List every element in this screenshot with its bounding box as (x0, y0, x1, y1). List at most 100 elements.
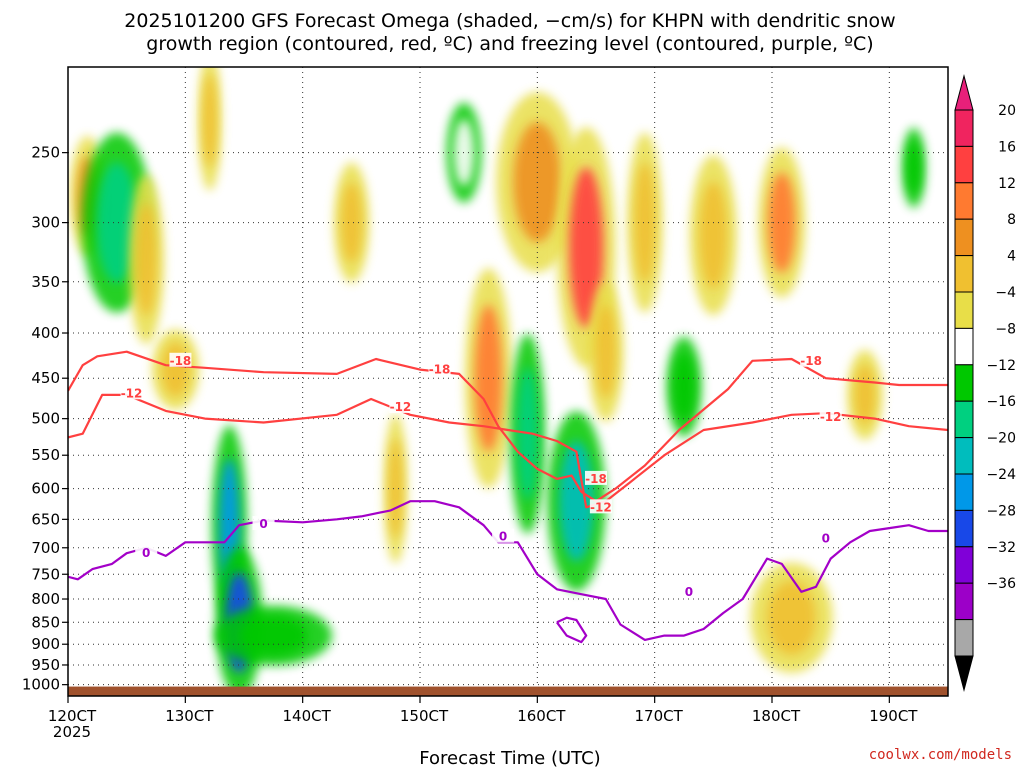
omega-core-22 (854, 364, 876, 425)
omega-core-17 (634, 162, 656, 283)
y-tick-label-450: 450 (31, 369, 60, 387)
colorbar-label-0: 20 (998, 103, 1016, 119)
omega-core-3 (161, 342, 190, 397)
y-tick-label-550: 550 (31, 446, 60, 464)
colorbar-label-12: −32 (986, 540, 1016, 556)
x-axis: 120CT 130CT 140CT 150CT 160CT 170CT 180CT 190CT (48, 696, 918, 725)
y-tick-label-900: 900 (31, 635, 60, 653)
contour-label-bg--18-1 (428, 361, 451, 376)
colorbar-label-3: 8 (1007, 212, 1016, 228)
omega-core-20 (768, 172, 796, 273)
colorbar-label-7: −12 (986, 358, 1016, 374)
y-tick-label-650: 650 (31, 510, 60, 528)
colorbar-label-5: −4 (995, 285, 1016, 301)
credit-label: coolwx.com/models (869, 747, 1012, 763)
contour-label--18-0: -18 (170, 354, 192, 368)
colorbar-label-2: 12 (998, 176, 1016, 192)
colorbar-bin-13 (954, 582, 974, 621)
contour-label-bg-0-4 (814, 530, 837, 545)
colorbar-top-arrow (954, 74, 974, 111)
contour-label--12-0: -12 (121, 386, 143, 400)
colorbar-label-6: −8 (995, 321, 1016, 337)
x-tick-label-7: 190CT (869, 707, 918, 725)
contour-label-bg--12-2 (589, 499, 612, 514)
colorbar-bin-8 (954, 400, 974, 439)
contour-label-bg-0-0 (135, 545, 158, 560)
y-tick-label-300: 300 (31, 214, 60, 232)
colorbar-bin-5 (954, 291, 974, 329)
contour-label--18-2: -18 (585, 472, 607, 486)
contour-label-bg--12-1 (389, 398, 412, 413)
y-tick-label-500: 500 (31, 410, 60, 428)
grid-lines (68, 67, 948, 696)
contour-label-bg--18-3 (800, 352, 823, 367)
contour--12 (68, 393, 948, 509)
contour-label-0-0: 0 (142, 546, 150, 560)
omega-core-14 (559, 441, 594, 562)
colorbar-label-9: −20 (986, 431, 1016, 447)
omega-core-7 (239, 615, 308, 656)
chart-title-line-1: 2025101200 GFS Forecast Omega (shaded, −… (124, 10, 895, 32)
contour-lines: -18 -18 -18 -18 -12 -12 -12 -12 0 0 0 0 0 (68, 350, 948, 644)
y-axis: 250 300 350 400 450 500 550 600 650 700 750 800 850 9… (22, 144, 68, 694)
contour-label-bg--18-0 (169, 352, 192, 367)
omega-core-4 (202, 73, 217, 168)
colorbar-bin-4 (954, 255, 974, 293)
contour--18 (68, 350, 948, 503)
contour-label--18-3: -18 (800, 354, 822, 368)
omega-core-10 (453, 119, 475, 186)
y-tick-label-350: 350 (31, 273, 60, 291)
x-tick-label-5: 170CT (635, 707, 684, 725)
contour-label-bg-0-2 (492, 528, 515, 543)
contour-label--12-3: -12 (820, 410, 842, 424)
chart-title-line-2: growth region (contoured, red, ºC) and f… (146, 33, 873, 55)
omega-core-23 (906, 141, 921, 195)
ground-surface (68, 686, 948, 696)
ground-fill (68, 686, 948, 696)
colorbar: 20 16 12 8 4 −4 −8 −12 −16 −20 −24 −28 −32 −36 (954, 74, 1016, 692)
x-tick-label-6: 180CT (752, 707, 801, 725)
contour-label-0-4: 0 (822, 531, 830, 545)
contour-label-0-3: 0 (685, 585, 693, 599)
omega-core-19 (699, 181, 728, 289)
y-tick-label-250: 250 (31, 144, 60, 162)
y-tick-label-800: 800 (31, 590, 60, 608)
omega-core-15 (569, 167, 604, 328)
x-tick-label-1: 130CT (165, 707, 214, 725)
contour-label--12-1: -12 (390, 400, 412, 414)
colorbar-label-1: 16 (998, 139, 1016, 155)
x-axis-title: Forecast Time (UTC) (419, 748, 600, 768)
y-tick-label-600: 600 (31, 480, 60, 498)
y-tick-label-750: 750 (31, 565, 60, 583)
colorbar-bin-0 (954, 109, 974, 147)
y-tick-label-700: 700 (31, 539, 60, 557)
colorbar-bin-11 (954, 509, 974, 548)
contour-label-bg-0-3 (677, 583, 700, 598)
colorbar-label-4: 4 (1007, 249, 1016, 265)
colorbar-label-13: −36 (986, 576, 1016, 592)
y-tick-label-1000: 1000 (22, 676, 60, 694)
contour-0 (68, 500, 948, 642)
colorbar-bin-14 (954, 619, 974, 657)
contour-label--12-2: -12 (590, 500, 612, 514)
y-tick-label-950: 950 (31, 656, 60, 674)
x-tick-label-3: 150CT (400, 707, 449, 725)
colorbar-label-11: −28 (986, 503, 1016, 519)
contour-label-0-1: 0 (259, 517, 267, 531)
omega-core-8 (341, 182, 362, 263)
omega-shading (69, 67, 926, 696)
x-tick-label-0: 120CT (48, 707, 97, 725)
y-tick-label-400: 400 (31, 324, 60, 342)
colorbar-label-8: −16 (986, 394, 1016, 410)
x-tick-label-4: 160CT (517, 707, 566, 725)
colorbar-bin-6 (954, 327, 974, 366)
omega-core-2 (135, 202, 157, 316)
colorbar-bin-1 (954, 145, 974, 184)
colorbar-bin-3 (954, 218, 974, 257)
omega-core-21 (767, 581, 816, 655)
contour-label-0-2: 0 (499, 530, 507, 544)
contour-label-bg--12-3 (819, 409, 842, 424)
contour-label-bg-0-1 (252, 516, 275, 531)
omega-core-18 (673, 353, 695, 420)
